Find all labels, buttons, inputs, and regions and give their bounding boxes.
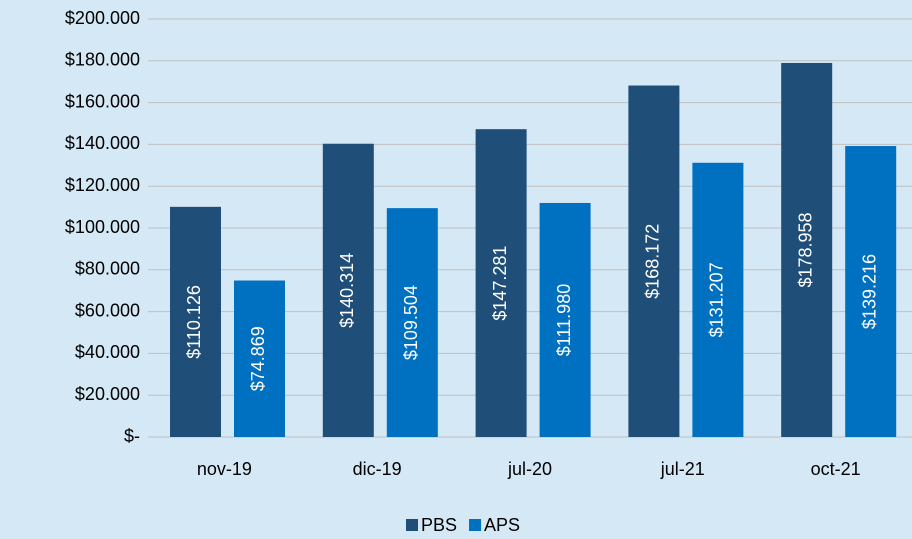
x-tick-label: nov-19 bbox=[197, 459, 252, 479]
bar bbox=[234, 280, 285, 437]
bar bbox=[475, 129, 527, 437]
x-tick-label: oct-21 bbox=[811, 459, 861, 479]
legend-swatch bbox=[406, 519, 418, 531]
legend-label: PBS bbox=[421, 515, 457, 535]
y-tick-label: $20.000 bbox=[75, 384, 140, 404]
y-tick-label: $40.000 bbox=[75, 342, 140, 362]
legend: PBS APS bbox=[406, 515, 520, 535]
value-label: $168.172 bbox=[643, 224, 663, 299]
legend-swatch bbox=[469, 519, 482, 531]
y-tick-label: $160.000 bbox=[65, 91, 140, 111]
legend-label: APS bbox=[484, 515, 520, 535]
y-tick-label: $80.000 bbox=[75, 259, 140, 279]
value-label: $110.126 bbox=[184, 285, 204, 359]
bar bbox=[539, 202, 591, 437]
bar bbox=[628, 85, 680, 438]
y-tick-label: $- bbox=[124, 426, 140, 446]
y-tick-label: $140.000 bbox=[65, 133, 140, 153]
y-tick-label: $200.000 bbox=[65, 8, 140, 28]
value-label: $178.958 bbox=[795, 212, 815, 287]
x-tick-label: dic-19 bbox=[353, 459, 402, 479]
bar bbox=[692, 162, 744, 437]
x-tick-label: jul-21 bbox=[660, 459, 705, 479]
value-label: $109.504 bbox=[401, 285, 421, 360]
bar bbox=[322, 143, 374, 437]
bar bbox=[781, 62, 833, 437]
y-tick-label: $100.000 bbox=[65, 217, 140, 237]
y-tick-label: $120.000 bbox=[65, 175, 140, 195]
value-label: $131.207 bbox=[707, 262, 727, 337]
bar bbox=[845, 146, 897, 437]
value-label: $139.216 bbox=[859, 254, 879, 329]
x-tick-label: jul-20 bbox=[507, 459, 552, 479]
bar bbox=[170, 206, 221, 437]
value-label: $111.980 bbox=[554, 284, 574, 356]
value-label: $147.281 bbox=[490, 246, 510, 321]
bar bbox=[386, 208, 438, 437]
y-tick-label: $60.000 bbox=[75, 300, 140, 320]
y-tick-label: $180.000 bbox=[65, 50, 140, 70]
value-label: $140.314 bbox=[337, 253, 357, 328]
value-label: $74.869 bbox=[248, 326, 268, 391]
